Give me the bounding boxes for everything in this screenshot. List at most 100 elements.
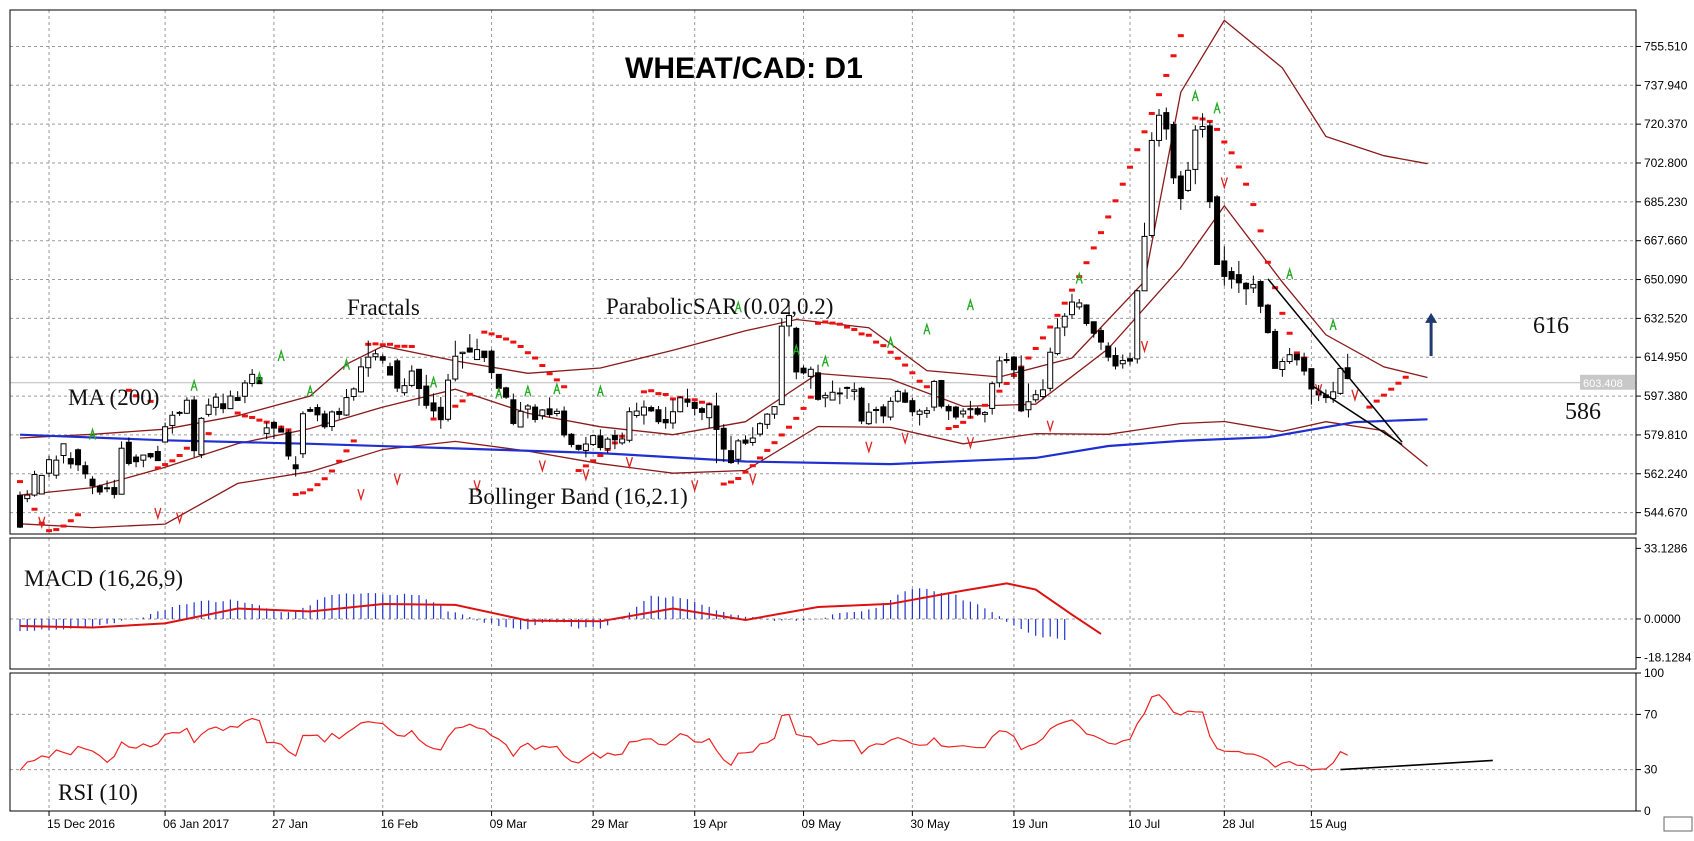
candle-bull (604, 438, 611, 450)
candle-bear (873, 409, 880, 412)
candle-bull (1141, 235, 1148, 292)
bollinger-upper-line (19, 19, 1428, 439)
candle-bull (24, 494, 31, 500)
candle-bull (996, 360, 1003, 384)
fractal-down-marker (1351, 389, 1359, 402)
candle-bear (147, 453, 154, 458)
candle-bull (328, 411, 335, 428)
fractal-up-marker (792, 343, 800, 356)
candle-bear (952, 406, 959, 418)
candle-bear (720, 427, 727, 450)
candle-bear (1272, 330, 1279, 369)
candle-bull (960, 410, 967, 415)
rsi-panel-frame (9, 672, 1637, 812)
candle-bull (931, 380, 938, 408)
bollinger-lower-line (19, 420, 1428, 529)
candle-bear (466, 347, 473, 353)
price-tick-label: 632.520 (1644, 311, 1688, 325)
candle-bull (677, 397, 684, 413)
time-tick-label: 27 Jan (272, 817, 308, 831)
time-tick-label: 15 Dec 2016 (47, 817, 115, 831)
candle-bear (1163, 112, 1170, 130)
fractal-up-marker (277, 348, 285, 362)
price-tick-label: 562.240 (1644, 467, 1688, 481)
trend-line (1267, 278, 1403, 443)
candle-bear (1105, 345, 1112, 358)
candle-bull (53, 459, 60, 476)
fractal-up-marker (886, 335, 895, 348)
candle-bear (909, 400, 916, 413)
price-tick-label: 685.230 (1644, 195, 1688, 209)
candle-bear (698, 408, 705, 413)
candle-bear (793, 327, 800, 373)
rsi-trend-line (1340, 759, 1493, 771)
candle-bear (285, 431, 292, 457)
rsi-label: RSI (10) (58, 780, 138, 805)
fractal-down-marker (175, 512, 184, 525)
candle-bear (1243, 282, 1250, 290)
candle-bull (539, 409, 546, 417)
candle-bull (771, 406, 778, 415)
time-tick-label: 15 Aug (1309, 817, 1346, 831)
candle-bull (916, 410, 923, 415)
macd-tick-label: 33.1286 (1644, 541, 1688, 555)
candle-bull (1337, 367, 1344, 394)
candle-bull (176, 411, 183, 414)
candle-bull (894, 390, 901, 402)
candle-bull (1068, 301, 1075, 316)
candle-bull (1076, 302, 1083, 308)
time-tick-label: 19 Apr (693, 817, 728, 831)
candle-bear (430, 402, 437, 412)
candle-bear (938, 380, 945, 407)
candle-bear (336, 411, 343, 415)
candle-bear (488, 350, 495, 374)
candle-bear (133, 456, 140, 463)
candle-bear (1293, 353, 1300, 361)
candle-bear (437, 406, 444, 421)
rsi-tick-label: 30 (1644, 763, 1658, 777)
candle-bull (1192, 129, 1199, 170)
fractal-up-marker (342, 357, 351, 371)
fractal-up-marker (1286, 266, 1294, 280)
price-tick-label: 544.670 (1644, 506, 1688, 520)
candle-bear (691, 401, 698, 409)
candle-bear (495, 373, 502, 389)
fractal-up-marker (966, 297, 975, 311)
candle-bear (858, 387, 865, 422)
fractal-up-marker (1191, 88, 1199, 102)
fractal-down-marker (473, 480, 481, 493)
candle-bear (503, 387, 510, 398)
candle-bear (945, 405, 952, 412)
candle-bull (1199, 126, 1206, 130)
time-tick-label: 30 May (910, 817, 949, 831)
candle-bull (807, 368, 814, 377)
candle-bear (568, 433, 575, 445)
price-tick-label: 755.510 (1644, 39, 1688, 53)
ma200-line (19, 418, 1428, 466)
rsi-tick-label: 70 (1644, 707, 1658, 721)
price-panel-frame (9, 9, 1637, 535)
candle-bear (1083, 304, 1090, 325)
candle-bear (1264, 304, 1271, 334)
current-price-tag (1580, 374, 1635, 390)
candle-bull (1286, 354, 1293, 363)
candle-bull (822, 394, 829, 399)
chart-title: WHEAT/CAD: D1 (625, 52, 863, 85)
candle-bear (546, 408, 553, 416)
candle-bear (902, 392, 909, 403)
candle-bear (662, 418, 669, 424)
candle-bear (379, 356, 386, 361)
candle-bear (96, 485, 103, 493)
candle-bull (1032, 394, 1039, 401)
candle-bull (582, 443, 589, 451)
candle-bull (619, 438, 626, 444)
candle-bull (553, 410, 560, 415)
candle-bull (1047, 351, 1054, 389)
rsi-line (19, 694, 1348, 771)
price-tick-label: 650.090 (1644, 273, 1688, 287)
candle-bear (727, 450, 734, 464)
candle-bull (1025, 401, 1032, 411)
candle-bull (60, 443, 67, 457)
fractal-down-marker (865, 441, 873, 454)
candle-bull (401, 385, 408, 394)
